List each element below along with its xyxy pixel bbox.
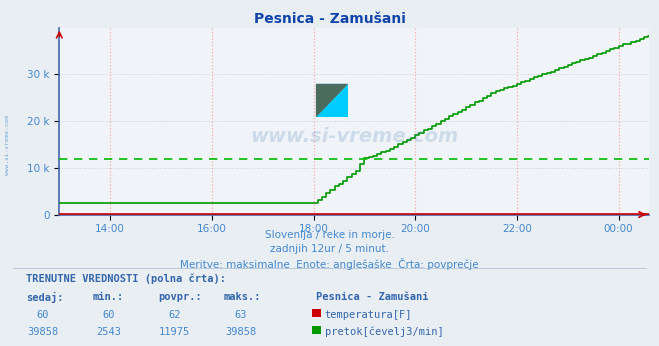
Text: zadnjih 12ur / 5 minut.: zadnjih 12ur / 5 minut. [270,244,389,254]
Text: povpr.:: povpr.: [158,292,202,302]
Text: www.si-vreme.com: www.si-vreme.com [250,127,459,146]
Text: 39858: 39858 [225,327,256,337]
Text: pretok[čevelj3/min]: pretok[čevelj3/min] [325,327,444,337]
Text: 60: 60 [37,310,49,320]
Text: 39858: 39858 [27,327,59,337]
Text: 2543: 2543 [96,327,121,337]
Text: 60: 60 [103,310,115,320]
Text: Pesnica - Zamušani: Pesnica - Zamušani [254,12,405,26]
Text: maks.:: maks.: [224,292,262,302]
Polygon shape [316,84,349,117]
Text: Meritve: maksimalne  Enote: anglešaške  Črta: povprečje: Meritve: maksimalne Enote: anglešaške Čr… [180,258,479,270]
Text: 63: 63 [235,310,246,320]
Text: Pesnica - Zamušani: Pesnica - Zamušani [316,292,429,302]
FancyBboxPatch shape [316,84,349,117]
Text: TRENUTNE VREDNOSTI (polna črta):: TRENUTNE VREDNOSTI (polna črta): [26,273,226,284]
Text: min.:: min.: [92,292,123,302]
Text: temperatura[F]: temperatura[F] [325,310,413,320]
Polygon shape [316,84,349,117]
Text: 62: 62 [169,310,181,320]
Text: sedaj:: sedaj: [26,292,64,303]
Text: Slovenija / reke in morje.: Slovenija / reke in morje. [264,230,395,240]
Text: 11975: 11975 [159,327,190,337]
Text: www.si-vreme.com: www.si-vreme.com [5,115,11,175]
